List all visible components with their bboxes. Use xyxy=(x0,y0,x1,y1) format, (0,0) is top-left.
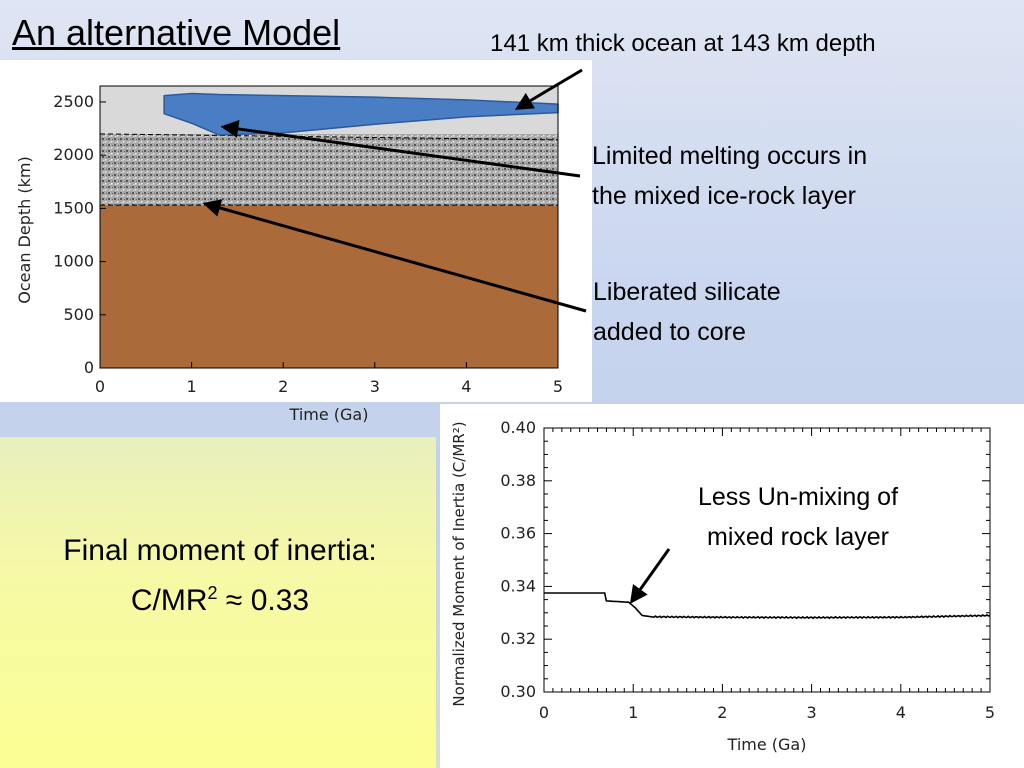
chart1-xtick-label: 5 xyxy=(553,377,563,396)
layer-mixed-ice-rock-layer xyxy=(100,133,558,206)
chart1-ytick-label: 1500 xyxy=(53,198,94,217)
ocean-note: 141 km thick ocean at 143 km depth xyxy=(490,30,876,57)
chart1-xtick-label: 1 xyxy=(187,377,197,396)
chart2-xtick-label: 3 xyxy=(807,703,817,722)
chart2-ylabel: Normalized Moment of Inertia (C/MR²) xyxy=(450,421,468,706)
chart1-ylabel: Ocean Depth (km) xyxy=(15,156,34,303)
chart1-ytick-label: 2500 xyxy=(53,92,94,111)
chart2-xtick-label: 4 xyxy=(896,703,906,722)
chart2-ytick-label: 0.40 xyxy=(500,418,536,437)
layer-silicate-core xyxy=(100,205,558,368)
chart2-ytick-label: 0.38 xyxy=(500,471,536,490)
chart1-ytick-label: 0 xyxy=(84,358,94,377)
final-line-1: Final moment of inertia: xyxy=(63,534,377,567)
unmixing-note-line-1: Less Un-mixing of xyxy=(698,483,898,511)
final-line-2: C/MR2 ≈ 0.33 xyxy=(0,572,440,622)
chart2-xtick-label: 0 xyxy=(539,703,549,722)
slide-title: An alternative Model xyxy=(12,12,341,53)
melting-note: Limited melting occurs in the mixed ice-… xyxy=(592,136,867,216)
unmixing-note-line-2: mixed rock layer xyxy=(707,523,889,551)
inertia-chart: 0 1 2 3 4 5 0.30 0.32 0.34 0.36 0.38 0.40 Time (Ga)… xyxy=(450,418,995,754)
chart1-xtick-label: 3 xyxy=(370,377,380,396)
chart1-ytick-label: 500 xyxy=(63,305,94,324)
summary-panel xyxy=(0,437,436,768)
silicate-note: Liberated silicate added to core xyxy=(593,272,781,352)
inertia-series-line xyxy=(544,592,991,620)
chart1-ytick-label: 2000 xyxy=(53,145,94,164)
chart2-xlabel: Time (Ga) xyxy=(727,735,807,754)
chart1-xlabel: Time (Ga) xyxy=(289,405,369,424)
ocean-depth-chart: 0 1 2 3 4 5 0 500 1000 1500 2000 2500 Time (Ga) Oce… xyxy=(15,85,563,424)
chart2-xtick-label: 5 xyxy=(985,703,995,722)
chart2-ytick-label: 0.34 xyxy=(500,576,536,595)
inertia-plot-panel xyxy=(440,404,1024,768)
silicate-note-line-2: added to core xyxy=(593,318,746,346)
chart2-frame xyxy=(543,427,991,693)
chart2-ytick-label: 0.30 xyxy=(500,682,536,701)
final-prefix: C/MR xyxy=(130,584,208,617)
chart2-xtick-label: 1 xyxy=(628,703,638,722)
final-suffix: ≈ 0.33 xyxy=(217,584,310,617)
chart2-ytick-label: 0.36 xyxy=(500,524,536,543)
chart1-xtick-label: 4 xyxy=(461,377,471,396)
ice-boundary-line xyxy=(99,133,559,141)
chart1-ytick-label: 1000 xyxy=(53,252,94,271)
melting-note-line-2: the mixed ice-rock layer xyxy=(592,182,856,210)
chart2-ytick-label: 0.32 xyxy=(500,629,536,648)
chart1-xtick-label: 0 xyxy=(95,377,105,396)
chart1-xtick-label: 2 xyxy=(278,377,288,396)
final-moment-text: Final moment of inertia: C/MR2 ≈ 0.33 xyxy=(0,530,440,622)
chart2-xtick-label: 2 xyxy=(717,703,727,722)
final-sup: 2 xyxy=(207,583,218,603)
silicate-note-line-1: Liberated silicate xyxy=(593,278,781,306)
melting-note-line-1: Limited melting occurs in xyxy=(592,142,868,170)
